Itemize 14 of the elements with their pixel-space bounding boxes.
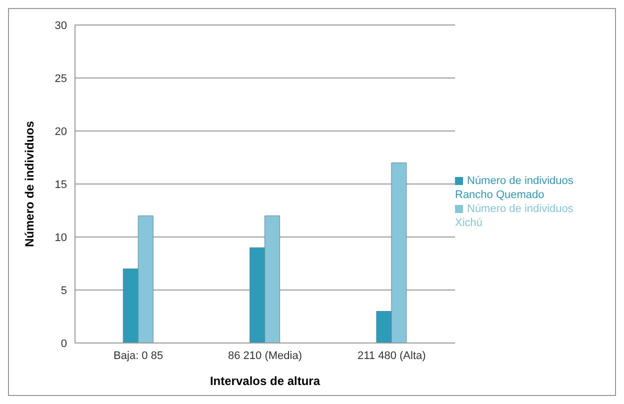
y-tick-label: 5 [60,284,67,297]
x-axis-title: Intervalos de altura [210,374,320,388]
y-tick-label: 15 [54,178,67,191]
x-tick-label: 86 210 (Media) [228,350,302,362]
y-tick-label: 30 [54,20,67,32]
legend-label: Número de individuos Rancho Quemado [455,175,574,201]
legend-label: Número de individuos Xichú [455,203,574,229]
y-axis-title: Número de individuos [22,120,36,248]
y-tick-label: 0 [60,338,67,350]
x-tick-label: 211 480 (Alta) [358,350,426,362]
y-tick-label: 25 [54,72,67,85]
y-tick-label: 10 [54,232,67,244]
x-tick-label: Baja: 0 85 [114,350,164,362]
y-tick-label: 20 [54,126,67,138]
